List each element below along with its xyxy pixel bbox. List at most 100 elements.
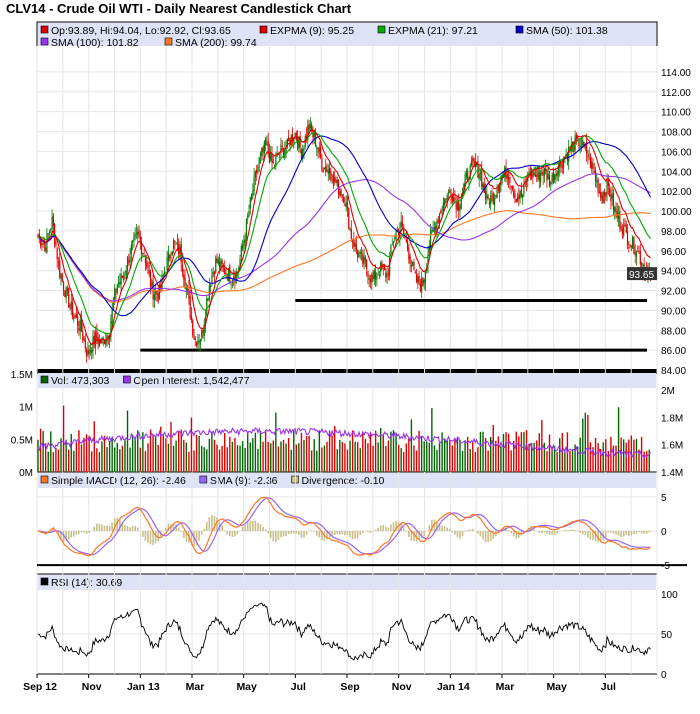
candle-body — [290, 135, 292, 145]
divergence-bar — [67, 531, 70, 540]
volume-bar — [533, 442, 535, 472]
candle-body — [518, 195, 520, 200]
price-legend-bg — [38, 23, 656, 46]
candle-body — [43, 242, 45, 245]
volume-bar — [594, 437, 597, 472]
candle-body — [583, 142, 585, 146]
candle-body — [60, 275, 62, 279]
volume-bar — [259, 431, 262, 472]
x-tick-label: May — [236, 681, 257, 693]
macd-line — [37, 496, 651, 557]
divergence-bar — [571, 529, 574, 531]
rsi-tick-label: 50 — [661, 630, 673, 641]
volume-bar — [528, 443, 530, 472]
macd-legend-swatch — [40, 475, 49, 484]
volume-bar — [582, 418, 584, 472]
divergence-bar — [106, 525, 108, 531]
candle-body — [309, 123, 311, 129]
candle-body — [68, 288, 70, 308]
divergence-bar — [277, 531, 280, 540]
divergence-bar — [241, 526, 244, 531]
divergence-bar — [482, 531, 484, 540]
volume-bar — [369, 434, 372, 472]
volume-bar — [339, 439, 341, 472]
divergence-bar — [308, 531, 310, 532]
volume-bar — [510, 450, 512, 472]
divergence-bar — [244, 525, 246, 531]
divergence-bar — [372, 531, 374, 532]
candle-body — [268, 152, 271, 164]
candle-body — [157, 293, 159, 302]
divergence-bar — [469, 529, 472, 531]
divergence-bar — [338, 531, 341, 535]
volume-bar — [569, 451, 571, 472]
volume-bar — [134, 437, 136, 472]
volume-bar — [395, 432, 397, 472]
volume-bar — [298, 443, 300, 472]
volume-bar — [50, 431, 52, 472]
volume-bar — [293, 430, 295, 472]
volume-bar — [147, 443, 149, 472]
candle-body — [271, 154, 273, 163]
volume-bar — [362, 431, 364, 472]
volume-bar — [630, 435, 633, 472]
divergence-bar — [157, 531, 160, 542]
candle-body — [140, 243, 143, 255]
candle-body — [311, 124, 313, 132]
volume-bar — [55, 447, 57, 472]
divergence-bar — [454, 531, 456, 535]
divergence-bar — [374, 529, 377, 531]
candle-body — [463, 183, 465, 193]
divergence-bar — [336, 531, 339, 534]
volume-bar — [321, 447, 323, 472]
volume-bar — [543, 442, 546, 472]
divergence-bar — [459, 531, 461, 539]
candle-body — [406, 241, 409, 250]
volume-bar — [333, 425, 336, 472]
candle-body — [451, 195, 453, 202]
volume-bar — [551, 446, 553, 472]
divergence-bar — [101, 524, 103, 531]
candle-body — [422, 277, 424, 287]
rsi-tick-label: 0 — [661, 670, 667, 681]
candle-body — [539, 173, 542, 183]
candle-body — [488, 201, 491, 205]
candle-body — [110, 321, 112, 338]
volume-bar — [62, 405, 65, 472]
candle-body — [126, 257, 129, 271]
volume-bar — [88, 436, 90, 472]
candle-body — [592, 163, 594, 169]
candle-body — [344, 203, 346, 206]
volume-bar — [211, 431, 213, 472]
candle-body — [364, 257, 366, 261]
candle-body — [523, 184, 525, 195]
candle-body — [633, 237, 635, 254]
volume-bar — [67, 449, 70, 472]
candle-body — [198, 341, 200, 343]
candle-body — [531, 168, 533, 179]
divergence-bar — [464, 531, 466, 532]
candle-body — [192, 320, 194, 335]
divergence-bar — [487, 531, 489, 543]
candle-body — [371, 274, 373, 283]
divergence-bar — [438, 523, 441, 531]
volume-bar — [154, 436, 157, 472]
volume-bar — [571, 449, 574, 472]
divergence-bar — [231, 531, 234, 537]
candle-body — [412, 262, 414, 266]
candle-body — [473, 158, 475, 164]
volume-bar — [556, 452, 558, 472]
rsi-line — [38, 602, 651, 661]
volume-bar — [157, 444, 159, 472]
divergence-bar — [262, 526, 264, 531]
candle-body — [405, 239, 407, 242]
volume-right-tick-label: 1.8M — [661, 413, 683, 424]
candle-body — [341, 194, 343, 196]
volume-bar — [602, 442, 604, 472]
volume-bar — [124, 440, 126, 472]
divergence-bar — [599, 531, 602, 543]
candle-body — [303, 147, 305, 151]
volume-bar — [208, 438, 211, 472]
candle-body — [313, 132, 315, 138]
divergence-bar — [518, 531, 520, 538]
